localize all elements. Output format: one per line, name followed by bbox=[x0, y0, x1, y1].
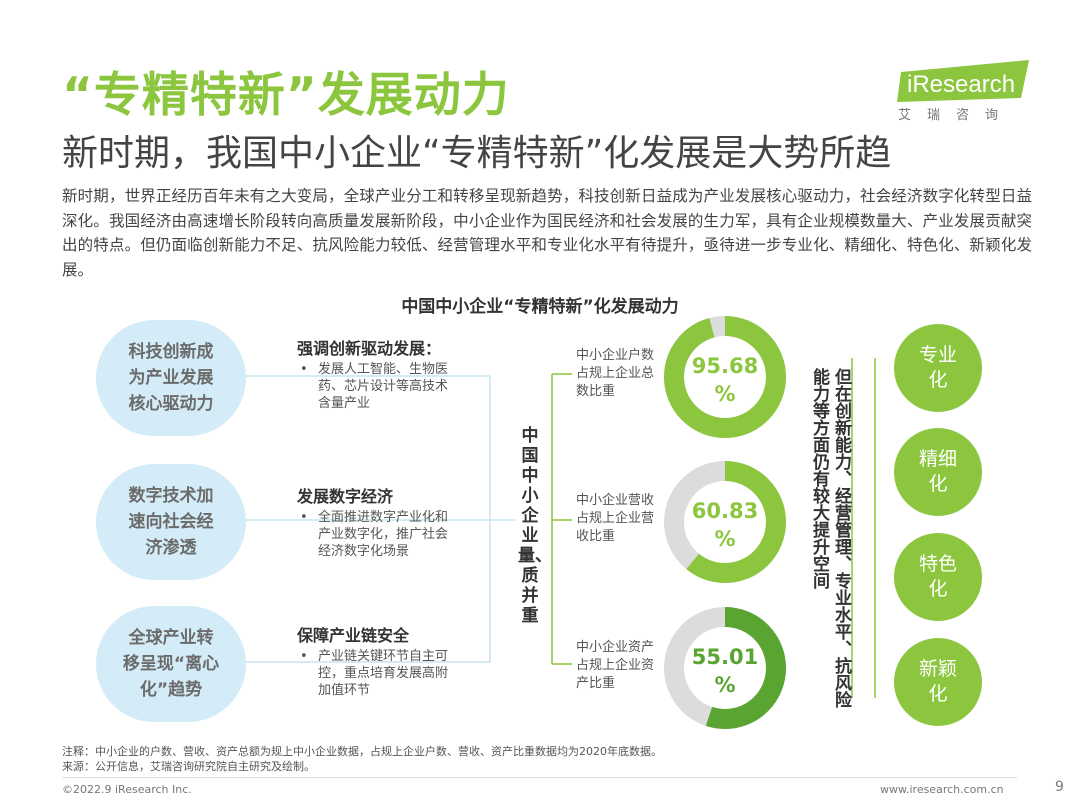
driver-heading-innovation: 强调创新驱动发展： bbox=[297, 339, 442, 358]
bullet-text: 产业链关键环节自主可控，重点培育发展高附加值环节 bbox=[318, 649, 449, 698]
bullet-text: 全面推进数字产业化和产业数字化，推广社会经济数字化场景 bbox=[318, 510, 449, 559]
goal-refined: 精细化 bbox=[894, 428, 982, 516]
logo-chinese-name: 艾瑞咨询 bbox=[898, 108, 1015, 123]
driver-bullet-chain: • 产业链关键环节自主可控，重点培育发展高附加值环节 bbox=[300, 648, 460, 699]
ring-assets: 55.01 % bbox=[664, 607, 786, 729]
diagram-title: 中国中小企业“专精特新”化发展动力 bbox=[401, 297, 679, 317]
ring-label-assets: 中小企业资产占规上企业资产比重 bbox=[576, 640, 655, 691]
logo-wordmark: iResearch bbox=[907, 71, 1015, 98]
driver-heading-chain: 保障产业链安全 bbox=[297, 626, 410, 645]
ring-value-households: 95.68 bbox=[692, 354, 758, 378]
driver-bubble-global: 全球产业转移呈现“离心化”趋势 bbox=[96, 606, 246, 722]
ring-unit: % bbox=[714, 527, 735, 551]
ring-revenue: 60.83 % bbox=[664, 461, 786, 583]
page-subtitle: 新时期，我国中小企业“专精特新”化发展是大势所趋 bbox=[62, 133, 892, 174]
ring-fill-households bbox=[664, 316, 786, 438]
page-title: “专精特新”发展动力 bbox=[62, 68, 510, 123]
driver-bubble-text: 全球产业转移呈现“离心化”趋势 bbox=[122, 628, 220, 700]
driver-bubble-tech: 科技创新成为产业发展核心驱动力 bbox=[96, 320, 246, 436]
goal-text: 专业化 bbox=[918, 344, 957, 391]
ring-fill-revenue bbox=[664, 461, 786, 583]
driver-bubble-text: 数字技术加速向社会经济渗透 bbox=[128, 486, 214, 558]
goal-text: 新颖化 bbox=[918, 658, 957, 705]
copyright: ©2022.9 iResearch Inc. bbox=[62, 783, 192, 796]
footnote-note: 注释：中小企业的户数、营收、资产总额为规上中小企业数据，占规上企业户数、营收、资… bbox=[62, 745, 662, 758]
driver-bullet-digital: • 全面推进数字产业化和产业数字化，推广社会经济数字化场景 bbox=[300, 509, 460, 560]
footer-divider bbox=[62, 777, 1017, 778]
website-link[interactable]: www.iresearch.com.cn bbox=[880, 783, 1004, 796]
iresearch-logo: iResearch bbox=[897, 60, 1029, 102]
ring-unit: % bbox=[714, 673, 735, 697]
bullet-dot: • bbox=[300, 510, 308, 525]
driver-bullet-innovation: • 发展人工智能、生物医药、芯片设计等高技术含量产业 bbox=[300, 361, 460, 412]
ring-fill-assets bbox=[664, 607, 786, 729]
footnote-source: 来源：公开信息，艾瑞咨询研究院自主研究及绘制。 bbox=[62, 760, 315, 773]
goal-text: 精细化 bbox=[918, 448, 957, 495]
challenge-text: 但在创新能力、经营管理、专业水平、抗风险能力等方面仍有较大提升空间 bbox=[809, 368, 851, 708]
bullet-dot: • bbox=[300, 362, 308, 377]
bullet-text: 发展人工智能、生物医药、芯片设计等高技术含量产业 bbox=[318, 362, 449, 411]
driver-bubble-text: 科技创新成为产业发展核心驱动力 bbox=[128, 342, 214, 414]
intro-paragraph: 新时期，世界正经历百年未有之大变局，全球产业分工和转移呈现新趋势，科技创新日益成… bbox=[62, 187, 1032, 279]
ring-unit: % bbox=[714, 382, 735, 406]
page-number: 9 bbox=[1055, 779, 1064, 795]
bullet-dot: • bbox=[300, 649, 308, 664]
ring-value-assets: 55.01 bbox=[692, 645, 758, 669]
goal-novel: 新颖化 bbox=[894, 638, 982, 726]
goal-specialized: 专业化 bbox=[894, 324, 982, 412]
goal-text: 特色化 bbox=[918, 553, 957, 600]
ring-label-households: 中小企业户数占规上企业总数比重 bbox=[576, 348, 655, 399]
driver-bubble-digital: 数字技术加速向社会经济渗透 bbox=[96, 464, 246, 580]
ring-households: 95.68 % bbox=[664, 316, 786, 438]
ring-label-revenue: 中小企业营收占规上企业营收比重 bbox=[576, 493, 655, 544]
goal-distinctive: 特色化 bbox=[894, 533, 982, 621]
ring-value-revenue: 60.83 bbox=[692, 499, 758, 523]
driver-heading-digital: 发展数字经济 bbox=[297, 487, 394, 506]
